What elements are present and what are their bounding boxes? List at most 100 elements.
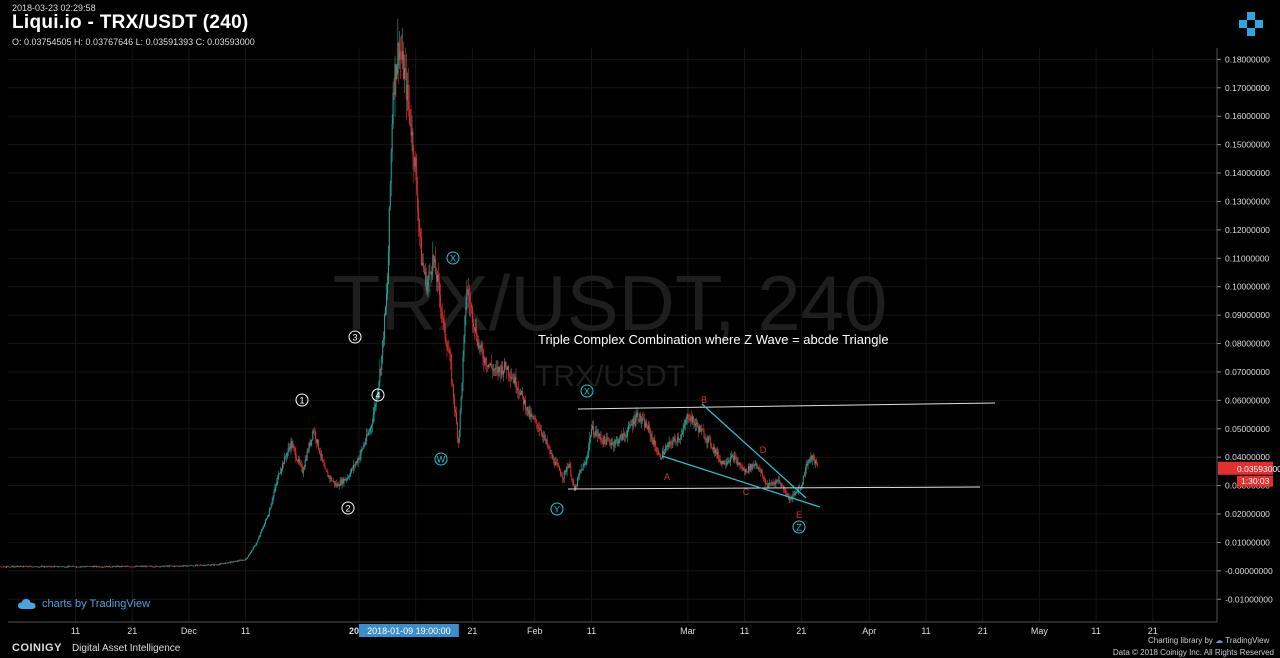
candle-body <box>77 566 79 568</box>
candle-body <box>51 566 53 568</box>
candle-body <box>648 425 650 430</box>
candle-body <box>270 504 272 509</box>
candle-body <box>492 369 494 372</box>
candle-body <box>633 418 635 424</box>
y-tick-label: 0.02000000 <box>1225 509 1270 519</box>
candle-body <box>624 435 626 436</box>
candle-body <box>671 443 673 445</box>
last-price-text: 0.03593000 <box>1237 464 1280 474</box>
candle-body <box>420 231 422 237</box>
candle-body <box>674 437 676 440</box>
candle-body <box>3 566 5 568</box>
candle-body <box>789 499 791 501</box>
wave-label-3: 3 <box>352 333 357 343</box>
x-tick-label: 11 <box>241 626 250 636</box>
trendline-upper <box>577 402 996 410</box>
candle-body <box>336 483 338 487</box>
candle-body <box>411 131 413 136</box>
wave-label-circle <box>446 251 460 265</box>
candle-body <box>193 565 195 567</box>
candle-body <box>595 431 597 433</box>
candle-body <box>24 566 26 567</box>
candle-body <box>770 483 772 484</box>
candle-body <box>384 314 386 339</box>
candle-body <box>614 440 616 445</box>
candle-body <box>118 566 120 567</box>
candle-body <box>695 424 697 426</box>
candle-body <box>353 465 355 467</box>
candle-body <box>327 472 329 477</box>
trendline-lower <box>567 486 981 490</box>
candle-body <box>785 493 787 495</box>
candle-body <box>404 68 406 71</box>
candle-body <box>227 562 229 564</box>
candle-body <box>739 462 741 467</box>
candle-body <box>253 546 255 548</box>
candle-body <box>34 566 36 567</box>
candle-body <box>324 466 326 469</box>
candle-body <box>443 318 445 324</box>
candle-body <box>393 92 395 95</box>
candle-body <box>74 566 76 567</box>
candle-body <box>428 271 430 280</box>
candle-body <box>467 289 469 290</box>
candle-body <box>341 478 343 485</box>
candle-body <box>650 435 652 437</box>
candle-body <box>678 438 680 441</box>
candle-body <box>783 489 785 491</box>
candle-body <box>558 466 560 471</box>
candle-body <box>241 560 243 561</box>
candle-body <box>386 283 388 295</box>
candle-body <box>259 535 261 538</box>
candle-body <box>408 101 410 110</box>
candle-body <box>44 566 46 567</box>
candle-body <box>764 478 766 480</box>
candle-body <box>509 375 511 379</box>
candle-body <box>202 565 204 566</box>
candle-body <box>249 552 251 554</box>
y-tick-label: -0.01000000 <box>1225 594 1273 604</box>
candle-body <box>472 307 474 323</box>
candle-body <box>395 64 397 80</box>
candle-body <box>655 445 657 451</box>
candle-body <box>139 566 141 567</box>
candle-body <box>700 428 702 432</box>
candle-body <box>596 431 598 436</box>
candle-body <box>116 565 118 567</box>
candle-body <box>390 151 392 184</box>
candle-body <box>557 462 559 466</box>
candle-body <box>98 566 100 568</box>
candle-body <box>559 470 561 475</box>
candle-body <box>609 439 611 443</box>
candle-body <box>388 206 390 252</box>
candle-body <box>659 453 661 455</box>
candle-body <box>20 566 22 567</box>
candle-body <box>460 396 462 411</box>
candle-body <box>512 378 514 380</box>
candle-body <box>252 547 254 550</box>
candle-body <box>130 566 132 568</box>
candle-body <box>407 85 409 102</box>
candle-body <box>318 449 320 453</box>
candle-body <box>802 475 804 484</box>
candle-body <box>435 259 437 275</box>
candle-body <box>82 566 84 567</box>
candle-body <box>735 457 737 463</box>
candle-body <box>297 460 299 462</box>
y-tick-label: 0.12000000 <box>1225 225 1270 235</box>
candle-body <box>759 468 761 470</box>
candle-body <box>400 50 402 56</box>
candle-body <box>513 378 515 384</box>
candle-body <box>758 468 760 470</box>
candle-body <box>537 424 539 429</box>
candle-body <box>131 566 133 568</box>
candle-body <box>678 437 680 441</box>
candle-body <box>786 494 788 497</box>
candle-body <box>673 437 675 442</box>
candle-body <box>321 454 323 460</box>
tradingview-badge[interactable]: charts by TradingView <box>18 598 150 610</box>
candle-body <box>314 431 316 432</box>
candle-body <box>63 566 65 568</box>
candle-body <box>126 566 128 567</box>
